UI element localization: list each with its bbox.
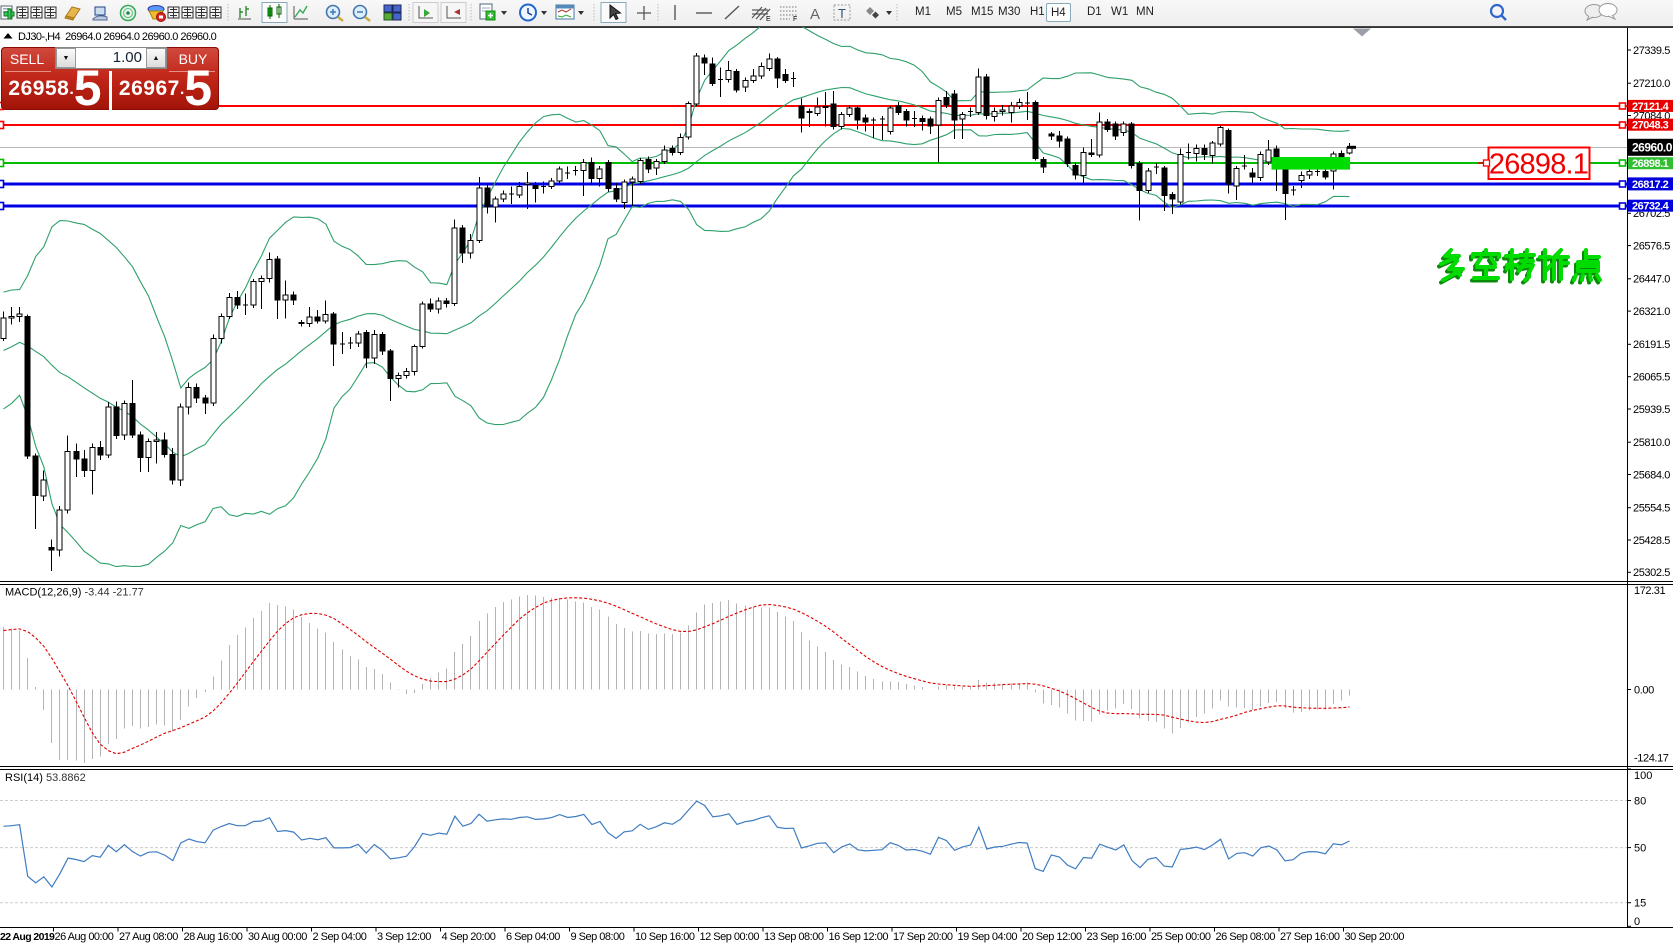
svg-text:E: E [766, 16, 771, 23]
svg-text:25684.0: 25684.0 [1633, 469, 1670, 481]
svg-text:25554.5: 25554.5 [1633, 503, 1670, 515]
svg-text:13 Sep 08:00: 13 Sep 08:00 [764, 931, 824, 943]
svg-text:30 Aug 00:00: 30 Aug 00:00 [248, 931, 307, 943]
svg-text:15: 15 [1634, 898, 1646, 910]
svg-text:26576.5: 26576.5 [1633, 240, 1670, 252]
svg-text:25428.5: 25428.5 [1633, 535, 1670, 547]
svg-text:RSI(14) 53.8862: RSI(14) 53.8862 [5, 772, 86, 784]
svg-text:9 Sep 08:00: 9 Sep 08:00 [571, 931, 625, 943]
svg-text:25939.5: 25939.5 [1633, 404, 1670, 416]
svg-text:27048.3: 27048.3 [1632, 120, 1669, 132]
svg-text:50: 50 [1634, 842, 1646, 854]
svg-text:26447.0: 26447.0 [1633, 274, 1670, 286]
svg-text:2 Sep 04:00: 2 Sep 04:00 [313, 931, 367, 943]
svg-text:26732.4: 26732.4 [1632, 201, 1670, 213]
svg-text:25 Sep 00:00: 25 Sep 00:00 [1151, 931, 1211, 943]
svg-text:26065.5: 26065.5 [1633, 372, 1670, 384]
svg-text:80: 80 [1634, 795, 1646, 807]
svg-text:12 Sep 00:00: 12 Sep 00:00 [700, 931, 760, 943]
svg-text:3 Sep 12:00: 3 Sep 12:00 [377, 931, 431, 943]
svg-text:0: 0 [1634, 916, 1640, 928]
svg-text:22 Aug 2019: 22 Aug 2019 [0, 931, 55, 943]
svg-text:27339.5: 27339.5 [1633, 45, 1670, 57]
svg-text:10 Sep 16:00: 10 Sep 16:00 [635, 931, 695, 943]
svg-text:F: F [793, 16, 797, 23]
svg-text:26898.1: 26898.1 [1632, 158, 1669, 170]
svg-text:25810.0: 25810.0 [1633, 437, 1670, 449]
svg-text:26960.0: 26960.0 [1632, 140, 1673, 154]
svg-text:26817.2: 26817.2 [1632, 179, 1669, 191]
svg-text:6 Sep 04:00: 6 Sep 04:00 [506, 931, 560, 943]
svg-text:MACD(12,26,9) -3.44 -21.77: MACD(12,26,9) -3.44 -21.77 [5, 587, 144, 599]
svg-text:30 Sep 20:00: 30 Sep 20:00 [1345, 931, 1405, 943]
svg-text:25302.5: 25302.5 [1633, 567, 1670, 579]
svg-text:0.00: 0.00 [1634, 684, 1654, 696]
svg-text:23 Sep 16:00: 23 Sep 16:00 [1087, 931, 1147, 943]
svg-text:T: T [838, 6, 846, 21]
svg-text:27210.0: 27210.0 [1633, 78, 1670, 90]
svg-text:A: A [810, 6, 820, 23]
svg-text:19 Sep 04:00: 19 Sep 04:00 [958, 931, 1018, 943]
svg-text:27121.4: 27121.4 [1632, 101, 1670, 113]
svg-text:26898.1: 26898.1 [1489, 149, 1588, 181]
svg-text:DJ30-,H4 26964.0 26964.0 2696: DJ30-,H4 26964.0 26964.0 26960.0 26960.0 [18, 31, 217, 43]
svg-text:27 Sep 16:00: 27 Sep 16:00 [1280, 931, 1340, 943]
svg-text:100: 100 [1634, 770, 1652, 782]
svg-text:4 Sep 20:00: 4 Sep 20:00 [442, 931, 496, 943]
svg-text:26 Sep 08:00: 26 Sep 08:00 [1216, 931, 1276, 943]
svg-text:16 Sep 12:00: 16 Sep 12:00 [829, 931, 889, 943]
svg-text:27 Aug 08:00: 27 Aug 08:00 [119, 931, 178, 943]
svg-text:17 Sep 20:00: 17 Sep 20:00 [893, 931, 953, 943]
svg-text:28 Aug 16:00: 28 Aug 16:00 [184, 931, 243, 943]
svg-text:26191.5: 26191.5 [1633, 339, 1670, 351]
svg-text:172.31: 172.31 [1634, 585, 1666, 597]
svg-text:-124.17: -124.17 [1634, 753, 1669, 765]
svg-text:26321.0: 26321.0 [1633, 306, 1670, 318]
svg-text:26 Aug 00:00: 26 Aug 00:00 [55, 931, 114, 943]
svg-text:20 Sep 12:00: 20 Sep 12:00 [1022, 931, 1082, 943]
